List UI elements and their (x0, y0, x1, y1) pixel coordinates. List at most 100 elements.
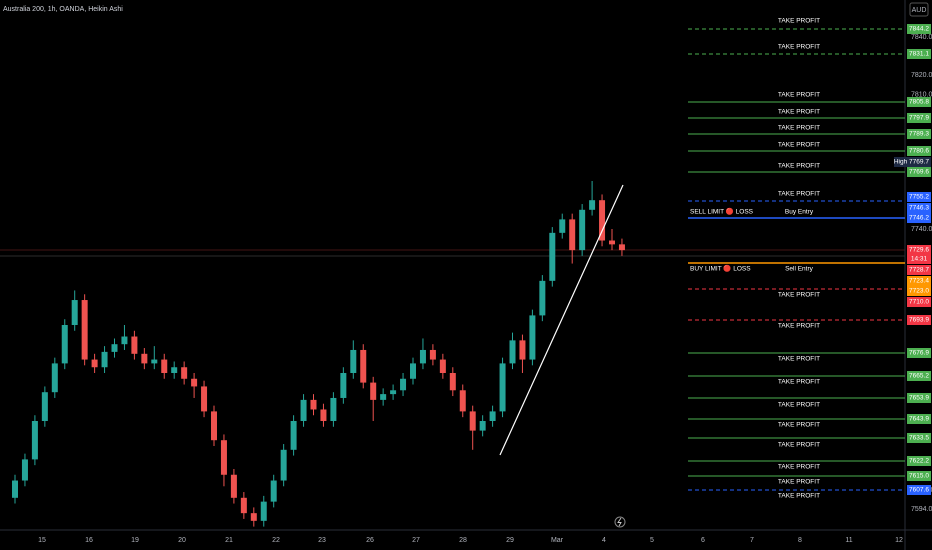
candle-body (141, 353, 148, 364)
level-label: TAKE PROFIT (778, 442, 820, 449)
candle-body (609, 240, 615, 245)
level-label: TAKE PROFIT (778, 191, 820, 198)
candle-body (549, 232, 556, 281)
level-label: TAKE PROFIT (778, 379, 820, 386)
time-axis-label: 23 (318, 537, 326, 544)
price-tag (907, 113, 931, 123)
time-axis-label: 7 (750, 537, 754, 544)
price-tag (907, 315, 931, 325)
time-axis-label: Mar (551, 537, 564, 544)
level-side-label: BUY LIMIT 🔴 LOSS (690, 265, 751, 273)
candle-body (280, 449, 287, 481)
time-axis-label: 27 (412, 537, 420, 544)
price-tag (907, 213, 931, 223)
candle-body (489, 411, 496, 421)
time-axis-label: 16 (85, 537, 93, 544)
price-axis-label: 7810.0 (911, 91, 932, 98)
candle-body (230, 474, 237, 498)
level-label: TAKE PROFIT (778, 109, 820, 116)
price-tag-label: 14:31 (911, 256, 928, 263)
time-axis-label: 4 (602, 537, 606, 544)
currency-button[interactable] (909, 2, 929, 17)
price-tag (907, 393, 931, 403)
price-axis-label: 7840.0 (911, 34, 932, 41)
price-tag-label: 7746.2 (909, 215, 929, 222)
price-tag (907, 297, 931, 307)
candle-body (410, 363, 416, 379)
level-label: TAKE PROFIT (778, 493, 820, 500)
candle-body (111, 344, 118, 352)
candle-body (240, 497, 247, 514)
level-label: Buy Entry (785, 209, 814, 216)
currency[interactable]: AUD (912, 7, 927, 14)
candle-body (519, 340, 526, 360)
price-tag (907, 348, 931, 358)
candle-body (469, 411, 476, 431)
time-axis-label: 19 (131, 537, 139, 544)
trend-line (499, 184, 624, 456)
high-tag (894, 157, 907, 167)
price-tag-label: 7728.7 (909, 267, 929, 274)
candle-body (340, 373, 347, 398)
time-axis-label: 8 (798, 537, 802, 544)
candle-body (330, 397, 337, 421)
price-tag-label: 7607.6 (909, 487, 929, 494)
candle-body (380, 394, 387, 400)
price-tag-label: 7789.3 (909, 131, 929, 138)
price-tag (907, 203, 931, 213)
candle-body (459, 390, 466, 412)
candle-body (390, 390, 397, 395)
price-tag (907, 254, 931, 264)
price-tag-label: 7643.9 (909, 416, 929, 423)
price-tag (907, 485, 931, 495)
candle-body (509, 340, 516, 364)
flash-bolt (617, 517, 622, 527)
price-tag (907, 24, 931, 34)
price-tag (907, 471, 931, 481)
price-tag (907, 286, 931, 296)
price-tag-label: 7723.4 (909, 278, 929, 285)
price-tag-label: 7622.2 (909, 458, 929, 465)
candle-body (618, 244, 625, 251)
flash-icon[interactable] (614, 516, 626, 528)
price-tag-label: 7797.9 (909, 115, 929, 122)
price-tag (907, 265, 931, 275)
level-label: TAKE PROFIT (778, 125, 820, 132)
candle-body (270, 480, 277, 502)
price-tag-label: 7653.9 (909, 395, 929, 402)
price-tag (907, 245, 931, 255)
time-axis-label: 21 (225, 537, 233, 544)
price-tag-label: 7780.6 (909, 148, 929, 155)
time-axis-label: 6 (701, 537, 705, 544)
price-tag (907, 456, 931, 466)
price-tag-label: 7769.6 (909, 169, 929, 176)
price-tag-label: 7676.9 (909, 350, 929, 357)
price-tag (907, 433, 931, 443)
time-axis-label: 29 (506, 537, 514, 544)
level-label: TAKE PROFIT (778, 464, 820, 471)
level-label: TAKE PROFIT (778, 18, 820, 25)
candle-body (81, 300, 88, 360)
price-tag-label: 7769.7 (909, 159, 929, 166)
price-tag (907, 371, 931, 381)
candle-body (419, 349, 426, 364)
price-tag (907, 157, 931, 167)
candle-body (310, 399, 317, 410)
price-tag (907, 49, 931, 59)
candle-body (529, 315, 536, 360)
candle-body (61, 325, 68, 364)
candle-body (51, 363, 58, 393)
high-tag-label: High (894, 159, 908, 166)
price-tag-label: 7665.2 (909, 373, 929, 380)
price-tag (907, 192, 931, 202)
candle-body (41, 392, 48, 421)
candle-body (539, 280, 546, 316)
candle-body (220, 440, 227, 475)
time-axis-label: 28 (459, 537, 467, 544)
level-label: TAKE PROFIT (778, 292, 820, 299)
candle-body (589, 200, 596, 210)
price-tag-label: 7633.5 (909, 435, 929, 442)
candle-body (250, 513, 257, 521)
price-tag (907, 97, 931, 107)
candle-body (181, 367, 188, 379)
